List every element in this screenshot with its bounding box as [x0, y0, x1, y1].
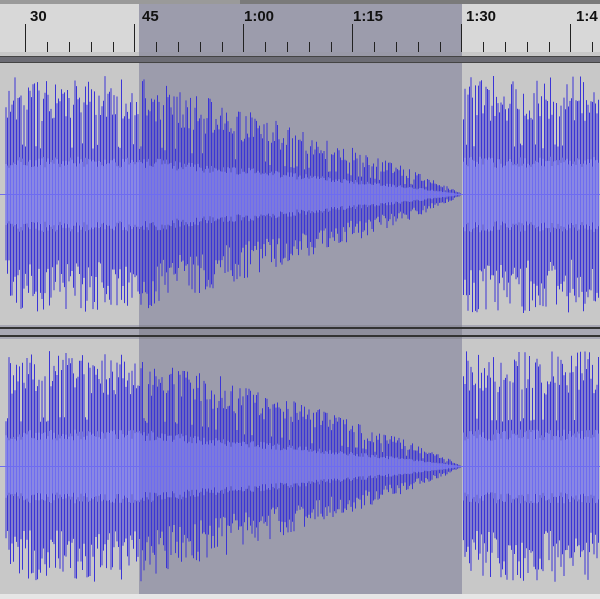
bottom-edge — [0, 594, 600, 599]
ruler-label-1-00: 1:00 — [244, 8, 275, 25]
ruler-minor-tick — [156, 42, 157, 52]
ruler-minor-tick — [287, 42, 288, 52]
divider-line-bottom — [0, 335, 600, 337]
track-header-bar — [0, 56, 600, 63]
ruler-minor-tick — [331, 42, 332, 52]
ruler-minor-tick — [222, 42, 223, 52]
horizontal-scroll-thumb[interactable] — [0, 0, 240, 4]
ruler-label-45: 45 — [142, 8, 159, 25]
timeline-ruler[interactable]: 30 45 1:00 1:15 1:30 1:4 — [0, 0, 600, 52]
ruler-minor-tick — [505, 42, 506, 52]
ruler-major-tick — [570, 24, 571, 52]
ruler-minor-tick — [178, 42, 179, 52]
ruler-minor-tick — [440, 42, 441, 52]
track-divider[interactable] — [0, 325, 600, 339]
ruler-minor-tick — [200, 42, 201, 52]
audio-track-left-channel[interactable] — [0, 64, 600, 325]
ruler-major-tick — [25, 24, 26, 52]
ruler-minor-tick — [91, 42, 92, 52]
waveform-left-channel[interactable] — [0, 64, 600, 325]
ruler-minor-tick — [527, 42, 528, 52]
ruler-minor-tick — [374, 42, 375, 52]
ruler-label-30: 30 — [30, 8, 47, 25]
ruler-major-tick — [243, 24, 244, 52]
ruler-minor-tick — [47, 42, 48, 52]
ruler-selection-highlight — [139, 4, 462, 52]
ruler-major-tick — [461, 24, 462, 52]
ruler-major-tick — [134, 24, 135, 52]
ruler-label-1-15: 1:15 — [353, 8, 384, 25]
waveform-right-channel[interactable] — [0, 339, 600, 594]
ruler-minor-tick — [265, 42, 266, 52]
ruler-label-1-30: 1:30 — [466, 8, 497, 25]
ruler-minor-tick — [113, 42, 114, 52]
divider-line-top — [0, 327, 600, 329]
ruler-major-tick — [352, 24, 353, 52]
ruler-minor-tick — [592, 42, 593, 52]
ruler-minor-tick — [309, 42, 310, 52]
ruler-label-1-45: 1:4 — [576, 8, 598, 25]
ruler-minor-tick — [69, 42, 70, 52]
ruler-minor-tick — [549, 42, 550, 52]
audio-track-right-channel[interactable] — [0, 339, 600, 594]
ruler-minor-tick — [418, 42, 419, 52]
ruler-minor-tick — [396, 42, 397, 52]
ruler-minor-tick — [483, 42, 484, 52]
